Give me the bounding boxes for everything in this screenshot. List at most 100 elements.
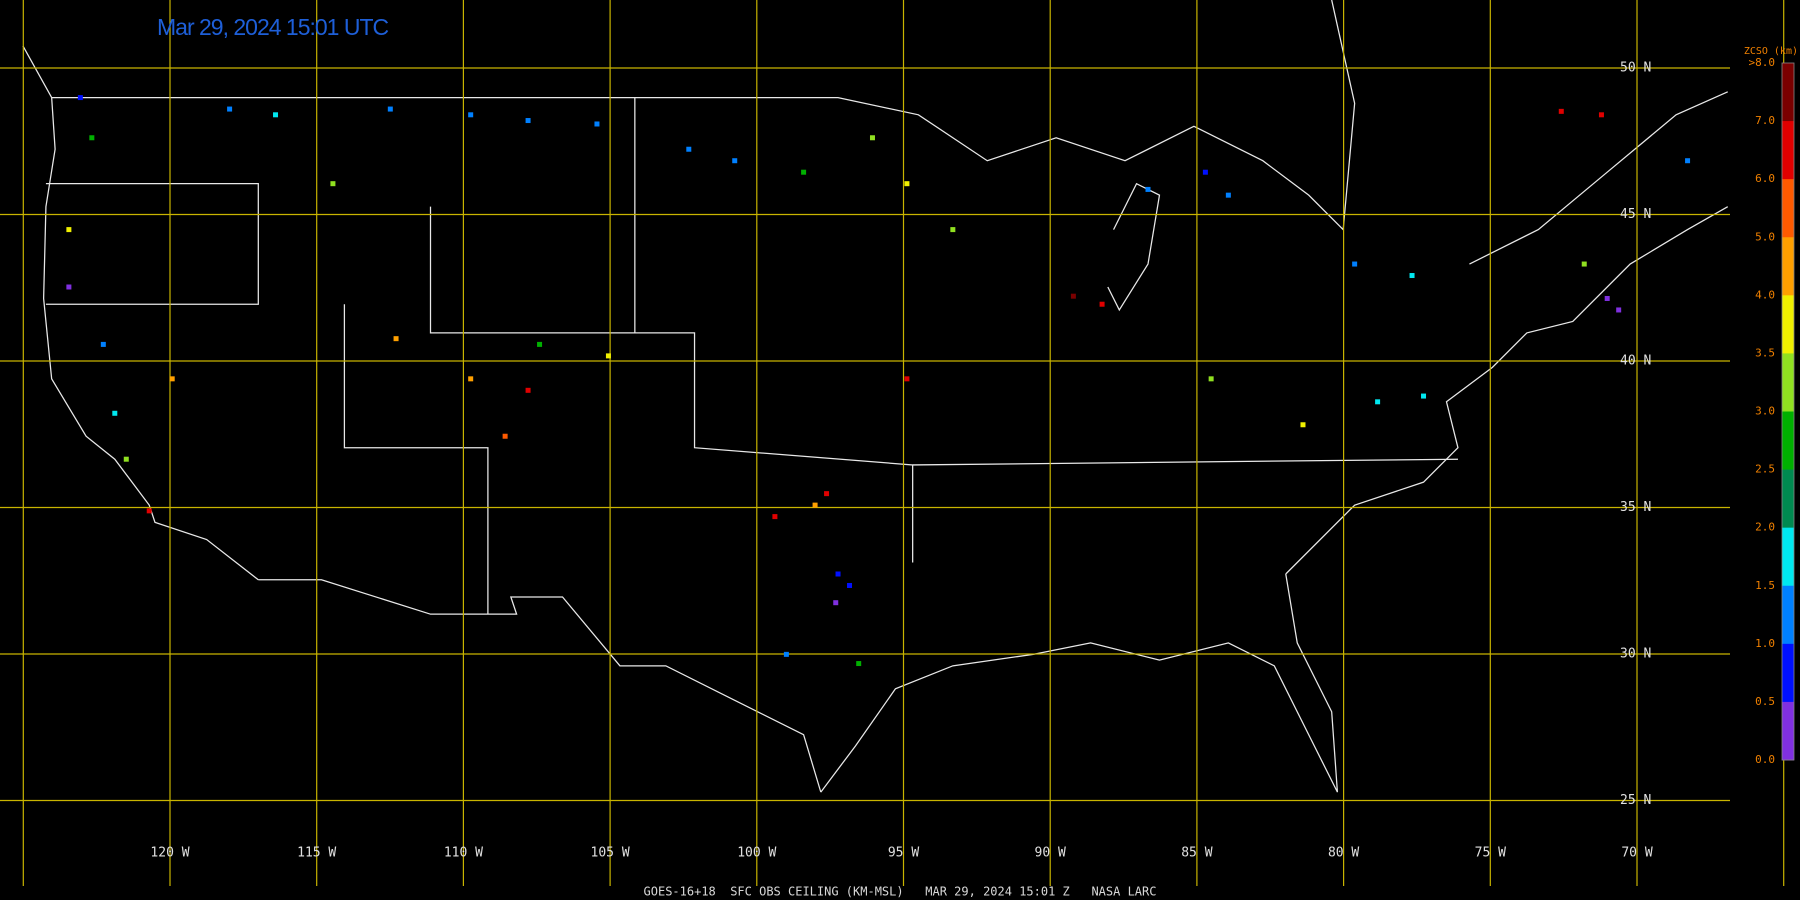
station-obs (904, 181, 910, 187)
colorbar-segment (1782, 527, 1794, 587)
colorbar-segment (1782, 643, 1794, 703)
station-obs (1375, 399, 1381, 405)
station-obs (1421, 393, 1427, 399)
latitude-label: 45 N (1620, 207, 1651, 222)
legend-label: 1.0 (1755, 637, 1775, 650)
station-obs (100, 341, 106, 347)
station-obs (772, 514, 778, 520)
state-lines-central (429, 206, 914, 563)
outlines (22, 0, 1729, 793)
longitude-label: 80 W (1328, 846, 1359, 861)
station-obs (594, 121, 600, 127)
station-obs (605, 353, 611, 359)
station-obs (1145, 186, 1151, 192)
station-obs (1409, 273, 1415, 279)
station-obs (1300, 422, 1306, 428)
legend-label: 2.0 (1755, 521, 1775, 534)
longitude-label: 90 W (1035, 846, 1066, 861)
lake-michigan (1107, 182, 1161, 312)
station-obs (950, 227, 956, 233)
station-obs (1604, 295, 1610, 301)
station-obs (525, 387, 531, 393)
latitude-label: 25 N (1620, 793, 1651, 808)
station-obs (468, 112, 474, 118)
legend-label: 2.5 (1755, 463, 1775, 476)
station-obs (227, 106, 233, 112)
station-obs (1352, 261, 1358, 267)
station-obs (387, 106, 393, 112)
footer: GOES-16+18 SFC OBS CEILING (KM-MSL) MAR … (644, 885, 1157, 899)
station-obs (1202, 169, 1208, 175)
station-obs (89, 135, 95, 141)
longitude-label: 75 W (1475, 846, 1506, 861)
longitude-label: 115 W (297, 846, 336, 861)
legend-title: ZCSO (km) (1744, 46, 1798, 57)
station-obs (732, 158, 738, 164)
station-obs (869, 135, 875, 141)
legend-label: 5.0 (1755, 230, 1775, 243)
legend-label: 3.0 (1755, 405, 1775, 418)
station-obs (77, 95, 83, 101)
station-obs (393, 336, 399, 342)
station-obs (1685, 158, 1691, 164)
colorbar-segment (1782, 353, 1794, 412)
legend-label: 3.5 (1755, 346, 1775, 359)
station-obs (66, 284, 72, 290)
station-obs (1208, 376, 1214, 382)
border-northeast (1469, 91, 1728, 265)
station-obs (1616, 307, 1622, 313)
legend-label: 1.5 (1755, 579, 1775, 592)
station-obs (273, 112, 279, 118)
colorbar-segment (1782, 585, 1794, 645)
station-obs (1558, 108, 1564, 114)
longitude-label: 70 W (1621, 846, 1652, 861)
state-lines-west (45, 183, 259, 305)
coastline-west (22, 45, 259, 581)
station-obs (835, 571, 841, 577)
coastline-east (1285, 206, 1729, 575)
station-obs (537, 341, 543, 347)
station-obs (112, 410, 118, 416)
legend-label: 0.5 (1755, 695, 1775, 708)
station-obs (169, 376, 175, 382)
station-obs (330, 181, 336, 187)
latitude-label: 50 N (1620, 61, 1651, 76)
station-obs (833, 600, 839, 606)
map-title: Mar 29, 2024 15:01 UTC (157, 14, 389, 40)
station-obs (1070, 293, 1076, 299)
station-obs (525, 118, 531, 124)
legend: ZCSO (km) >8.0 7.0 6.0 5.0 4.0 3.5 3.0 2.5 2.0 1.… (1744, 46, 1798, 766)
longitude-label: 120 W (150, 846, 189, 861)
station-obs (812, 502, 818, 508)
station-obs (801, 169, 807, 175)
observations (66, 95, 1691, 667)
longitude-label: 95 W (888, 846, 919, 861)
colorbar-segment (1782, 63, 1794, 122)
colorbar-segment (1782, 121, 1794, 180)
station-obs (1598, 112, 1604, 118)
state-lines (343, 304, 489, 615)
longitude-label: 105 W (591, 846, 630, 861)
station-obs (1099, 301, 1105, 307)
legend-label: 0.0 (1755, 753, 1775, 766)
legend-label: 6.0 (1755, 172, 1775, 185)
station-obs (66, 227, 72, 233)
station-obs (468, 376, 474, 382)
station-obs (1581, 261, 1587, 267)
coastline-gulf (820, 573, 1339, 793)
legend-label: >8.0 (1749, 56, 1776, 69)
colorbar-frame (1781, 62, 1795, 761)
colorbar-segment (1782, 179, 1794, 238)
station-obs (856, 661, 862, 667)
station-obs (783, 651, 789, 657)
colorbar-segment (1782, 701, 1794, 761)
station-obs (686, 146, 692, 152)
latitude-label: 30 N (1620, 647, 1651, 662)
state-lines-east (912, 458, 1458, 466)
station-obs (847, 582, 853, 588)
longitude-label: 85 W (1181, 846, 1212, 861)
latitude-label: 40 N (1620, 354, 1651, 369)
station-obs (824, 491, 830, 497)
